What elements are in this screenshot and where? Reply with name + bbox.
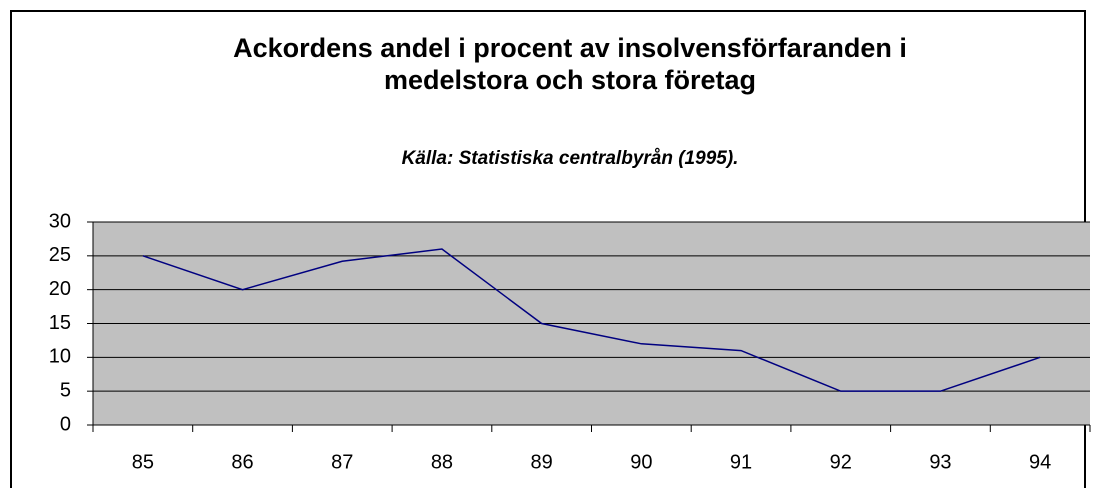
chart-title: Ackordens andel i procent av insolvensfö… [233, 33, 907, 95]
x-tick-label: 90 [630, 451, 652, 473]
x-tick-label: 89 [531, 451, 553, 473]
x-tick-label: 85 [132, 451, 154, 473]
x-tick-label: 94 [1029, 451, 1051, 473]
y-tick-label: 20 [49, 278, 71, 300]
x-tick-label: 91 [730, 451, 752, 473]
x-tick-label: 86 [231, 451, 253, 473]
y-tick-label: 5 [60, 379, 71, 401]
x-tick-label: 88 [431, 451, 453, 473]
line-series [142, 248, 1041, 392]
x-tick-label: 93 [929, 451, 951, 473]
y-tick-label: 10 [49, 346, 71, 368]
x-tick-label: 92 [830, 451, 852, 473]
y-tick-label: 0 [60, 413, 71, 435]
y-tick-label: 30 [49, 210, 71, 232]
y-tick-label: 15 [49, 312, 71, 334]
chart-subtitle: Källa: Statistiska centralbyrån (1995). [401, 148, 739, 169]
y-tick-label: 25 [49, 244, 71, 266]
x-tick-label: 87 [331, 451, 353, 473]
